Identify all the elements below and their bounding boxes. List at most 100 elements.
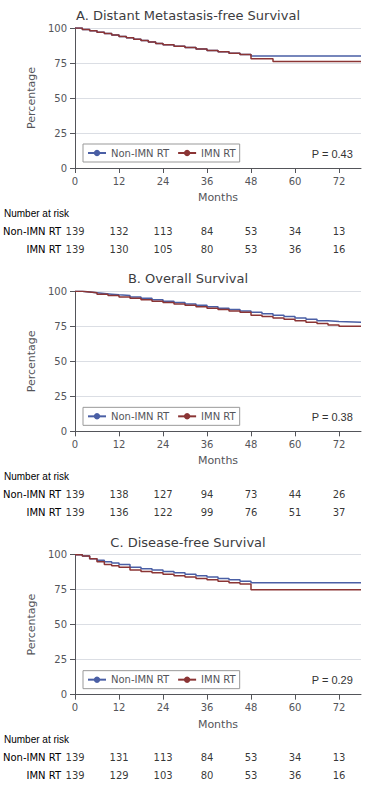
svg-text:130: 130	[110, 244, 129, 255]
svg-text:139: 139	[66, 507, 85, 518]
svg-text:100: 100	[48, 286, 67, 297]
svg-text:Percentage: Percentage	[25, 67, 38, 129]
svg-text:25: 25	[54, 654, 67, 665]
svg-text:34: 34	[289, 226, 302, 237]
svg-text:36: 36	[201, 439, 214, 450]
svg-text:53: 53	[245, 770, 258, 781]
svg-text:48: 48	[245, 702, 258, 713]
svg-text:0: 0	[61, 689, 67, 700]
svg-text:12: 12	[113, 176, 126, 187]
svg-text:Months: Months	[198, 718, 238, 731]
svg-text:26: 26	[333, 489, 346, 500]
svg-text:73: 73	[245, 489, 258, 500]
svg-text:P = 0.29: P = 0.29	[312, 674, 353, 686]
svg-text:36: 36	[289, 244, 302, 255]
svg-text:75: 75	[54, 584, 67, 595]
svg-text:139: 139	[66, 244, 85, 255]
svg-text:51: 51	[289, 507, 302, 518]
svg-text:50: 50	[54, 619, 67, 630]
svg-text:Number at risk: Number at risk	[4, 471, 70, 482]
svg-text:105: 105	[154, 244, 173, 255]
svg-text:IMN RT: IMN RT	[27, 507, 62, 518]
svg-text:75: 75	[54, 58, 67, 69]
svg-text:139: 139	[66, 770, 85, 781]
svg-text:IMN RT: IMN RT	[27, 770, 62, 781]
svg-text:24: 24	[157, 439, 170, 450]
svg-text:IMN RT: IMN RT	[201, 148, 236, 159]
svg-text:P = 0.38: P = 0.38	[312, 411, 353, 423]
svg-text:80: 80	[201, 770, 214, 781]
svg-text:IMN RT: IMN RT	[27, 244, 62, 255]
svg-text:76: 76	[245, 507, 258, 518]
svg-text:36: 36	[201, 702, 214, 713]
svg-text:25: 25	[54, 391, 67, 402]
svg-text:16: 16	[333, 244, 346, 255]
svg-text:Number at risk: Number at risk	[4, 734, 70, 745]
svg-text:Non-IMN RT: Non-IMN RT	[3, 489, 62, 500]
svg-text:12: 12	[113, 702, 126, 713]
svg-text:24: 24	[157, 176, 170, 187]
svg-text:13: 13	[333, 752, 346, 763]
svg-text:129: 129	[110, 770, 129, 781]
svg-text:Months: Months	[198, 191, 238, 204]
svg-text:0: 0	[61, 163, 67, 174]
svg-text:37: 37	[333, 507, 346, 518]
svg-text:16: 16	[333, 770, 346, 781]
svg-text:100: 100	[48, 549, 67, 560]
svg-text:C. Disease-free Survival: C. Disease-free Survival	[110, 535, 265, 550]
svg-text:113: 113	[154, 752, 173, 763]
svg-text:50: 50	[54, 93, 67, 104]
svg-text:139: 139	[66, 489, 85, 500]
svg-text:24: 24	[157, 702, 170, 713]
svg-text:Non-IMN RT: Non-IMN RT	[111, 674, 170, 685]
svg-text:122: 122	[154, 507, 173, 518]
svg-text:99: 99	[201, 507, 214, 518]
svg-text:25: 25	[54, 128, 67, 139]
svg-text:103: 103	[154, 770, 173, 781]
svg-text:0: 0	[72, 439, 78, 450]
svg-text:60: 60	[289, 176, 302, 187]
svg-text:100: 100	[48, 23, 67, 34]
svg-text:0: 0	[72, 702, 78, 713]
svg-text:IMN RT: IMN RT	[201, 674, 236, 685]
svg-text:72: 72	[333, 176, 346, 187]
svg-text:53: 53	[245, 752, 258, 763]
svg-text:80: 80	[201, 244, 214, 255]
svg-text:94: 94	[201, 489, 214, 500]
svg-text:50: 50	[54, 356, 67, 367]
svg-text:60: 60	[289, 439, 302, 450]
svg-text:12: 12	[113, 439, 126, 450]
svg-text:48: 48	[245, 439, 258, 450]
svg-text:113: 113	[154, 226, 173, 237]
svg-text:136: 136	[110, 507, 129, 518]
svg-text:Number at risk: Number at risk	[4, 208, 70, 219]
svg-text:0: 0	[72, 176, 78, 187]
svg-text:Months: Months	[198, 454, 238, 467]
svg-text:53: 53	[245, 226, 258, 237]
svg-text:B. Overall Survival: B. Overall Survival	[128, 271, 248, 286]
svg-text:84: 84	[201, 226, 214, 237]
svg-text:48: 48	[245, 176, 258, 187]
svg-text:A. Distant Metastasis-free Sur: A. Distant Metastasis-free Survival	[76, 8, 300, 23]
svg-text:139: 139	[66, 226, 85, 237]
svg-text:139: 139	[66, 752, 85, 763]
svg-text:138: 138	[110, 489, 129, 500]
svg-text:Non-IMN RT: Non-IMN RT	[111, 411, 170, 422]
svg-text:IMN RT: IMN RT	[201, 411, 236, 422]
svg-text:131: 131	[110, 752, 129, 763]
svg-text:36: 36	[201, 176, 214, 187]
svg-text:P = 0.43: P = 0.43	[312, 148, 353, 160]
svg-text:34: 34	[289, 752, 302, 763]
svg-text:75: 75	[54, 321, 67, 332]
svg-text:Percentage: Percentage	[25, 593, 38, 655]
svg-text:Non-IMN RT: Non-IMN RT	[3, 226, 62, 237]
svg-text:72: 72	[333, 439, 346, 450]
svg-text:13: 13	[333, 226, 346, 237]
svg-text:72: 72	[333, 702, 346, 713]
svg-text:60: 60	[289, 702, 302, 713]
svg-text:132: 132	[110, 226, 129, 237]
svg-text:127: 127	[154, 489, 173, 500]
svg-text:36: 36	[289, 770, 302, 781]
svg-text:Non-IMN RT: Non-IMN RT	[3, 752, 62, 763]
svg-text:Non-IMN RT: Non-IMN RT	[111, 148, 170, 159]
